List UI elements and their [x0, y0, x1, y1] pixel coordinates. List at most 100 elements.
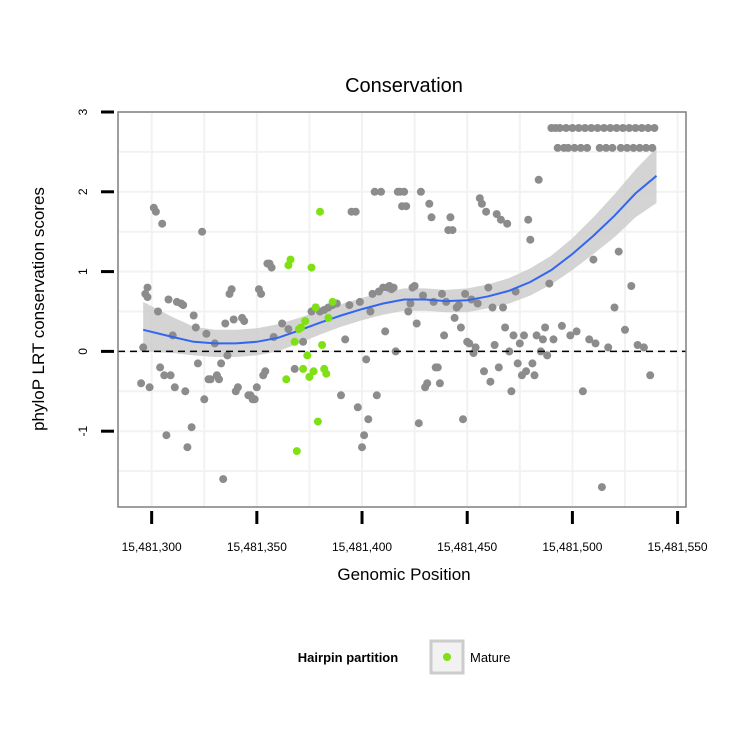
data-point-other: [642, 143, 650, 152]
data-point-other: [261, 367, 270, 376]
data-point-other: [372, 391, 381, 400]
data-point-other: [530, 371, 539, 380]
data-point-other: [438, 289, 446, 298]
data-point-other: [473, 299, 482, 308]
y-axis: -1 0 1 2 3: [76, 108, 114, 437]
data-point-other: [368, 289, 377, 298]
data-point-other: [564, 143, 573, 152]
data-point-mature: [311, 303, 320, 312]
data-point-other: [528, 359, 537, 368]
data-point-other: [433, 363, 442, 372]
data-point-other: [490, 341, 499, 349]
data-point-other: [423, 379, 432, 388]
data-point-other: [252, 383, 261, 392]
data-point-other: [337, 391, 345, 400]
data-point-other: [621, 325, 629, 334]
data-point-other: [351, 207, 360, 216]
data-point-other: [364, 415, 373, 424]
data-point-other: [549, 335, 558, 344]
data-point-other: [486, 377, 495, 386]
x-tick-label: 15,481,500: [542, 540, 602, 554]
x-tick-label: 15,481,450: [437, 540, 497, 554]
data-point-other: [614, 247, 623, 256]
data-point-other: [187, 423, 196, 432]
data-point-mature: [322, 369, 331, 378]
data-point-other: [402, 202, 411, 211]
data-point-other: [290, 364, 299, 373]
data-point-other: [223, 351, 232, 360]
data-point-other: [488, 303, 497, 312]
data-point-other: [633, 341, 642, 349]
data-point-other: [341, 335, 350, 344]
data-point-other: [541, 323, 550, 332]
data-point-other: [629, 143, 638, 152]
data-point-other: [562, 124, 571, 132]
data-point-other: [284, 325, 293, 334]
data-point-other: [496, 215, 505, 224]
data-point-other: [555, 124, 564, 132]
data-point-other: [576, 143, 585, 152]
points-other-layer: [137, 124, 659, 492]
data-point-other: [370, 187, 379, 196]
data-point-other: [158, 219, 167, 228]
smooth-line-layer: [142, 175, 658, 345]
data-point-other: [406, 299, 415, 308]
data-point-mature: [305, 372, 314, 381]
x-tick-label: 15,481,350: [227, 540, 287, 554]
data-point-other: [534, 175, 543, 184]
legend: Hairpin partition Mature: [298, 639, 510, 675]
points-mature-layer: [282, 207, 337, 456]
data-point-other: [219, 475, 228, 484]
data-point-other: [353, 403, 362, 412]
data-point-other: [635, 143, 644, 152]
data-point-other: [446, 213, 455, 222]
data-point-other: [538, 335, 547, 344]
data-point-other: [381, 327, 390, 336]
data-point-other: [587, 124, 596, 132]
data-point-other: [345, 301, 354, 310]
data-point-other: [139, 343, 148, 352]
data-point-other: [448, 226, 457, 235]
data-point-other: [480, 367, 488, 376]
x-tick-label: 15,481,400: [332, 540, 392, 554]
data-point-other: [625, 124, 634, 132]
legend-mature-point-icon: [443, 653, 451, 661]
data-point-other: [639, 343, 648, 352]
data-point-other: [520, 331, 528, 340]
data-point-other: [566, 331, 575, 340]
data-point-other: [618, 124, 627, 132]
data-point-other: [366, 307, 375, 316]
data-point-other: [440, 331, 449, 340]
x-tick-label: 15,481,550: [648, 540, 708, 554]
y-tick-label: 2: [76, 188, 90, 195]
data-point-other: [570, 143, 579, 152]
data-point-other: [435, 379, 444, 388]
data-point-other: [526, 235, 535, 244]
data-point-other: [278, 319, 287, 328]
data-point-other: [450, 313, 459, 322]
data-point-other: [170, 383, 179, 392]
data-point-mature: [316, 207, 324, 216]
data-point-other: [543, 351, 552, 360]
x-axis: 15,481,300 15,481,350 15,481,400 15,481,450…: [122, 511, 708, 554]
data-point-other: [358, 443, 366, 452]
data-point-other: [202, 329, 211, 338]
data-point-other: [477, 199, 486, 208]
data-point-other: [427, 213, 436, 222]
data-point-other: [505, 347, 514, 356]
data-point-other: [227, 285, 236, 294]
legend-title: Hairpin partition: [298, 650, 398, 665]
data-point-other: [404, 307, 413, 316]
data-point-other: [198, 227, 207, 236]
data-point-mature: [297, 323, 305, 332]
data-point-other: [583, 143, 592, 152]
chart-title: Conservation: [345, 75, 463, 97]
data-point-other: [572, 327, 581, 336]
data-point-other: [606, 124, 615, 132]
data-point-other: [414, 419, 423, 428]
data-point-other: [578, 387, 587, 396]
y-tick-label: 0: [76, 348, 90, 355]
data-point-other: [456, 323, 465, 332]
data-point-mature: [303, 351, 312, 360]
